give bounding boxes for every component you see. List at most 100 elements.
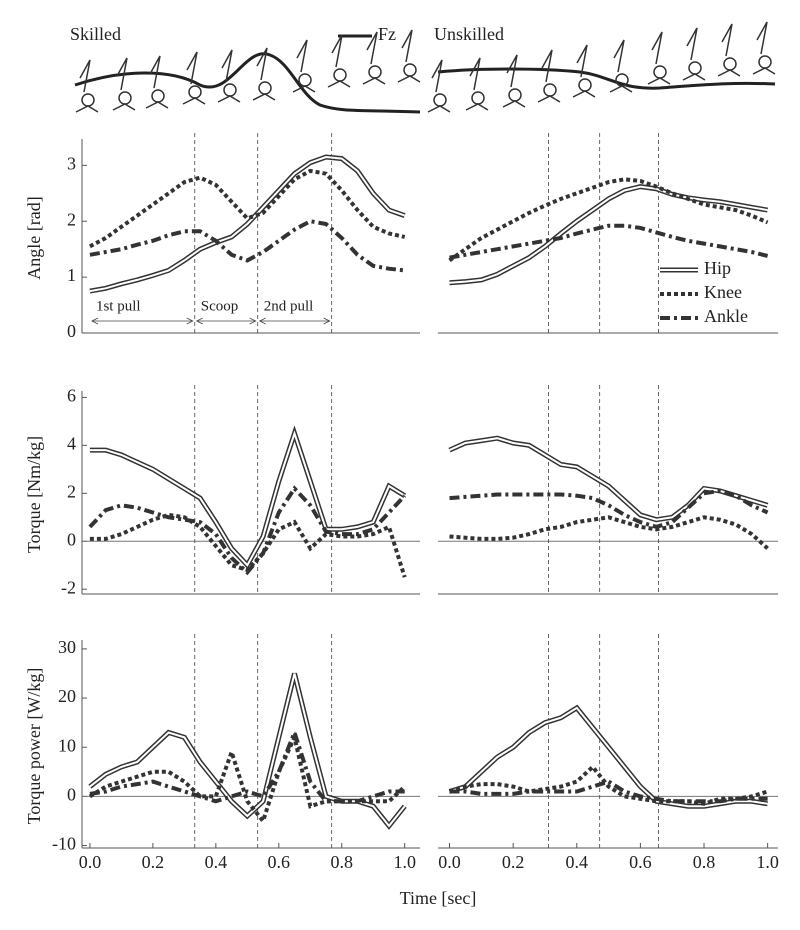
figure-head (508, 88, 522, 102)
figure-head (258, 81, 272, 95)
series-line (88, 485, 407, 576)
figure-head (471, 91, 485, 105)
y-tick-label: 2 (67, 481, 76, 501)
y-tick-label: 2 (67, 209, 76, 229)
y-tick-label: 6 (67, 386, 76, 406)
figure-head (298, 73, 312, 87)
figure-body (752, 21, 776, 75)
x-tick-label: 0.2 (502, 852, 525, 872)
figure-body (502, 54, 526, 108)
y-tick-label: 0 (67, 785, 76, 805)
figure-head (151, 89, 165, 103)
figure-body (572, 44, 596, 98)
figure-body (397, 29, 421, 83)
skilled-label: Skilled (70, 24, 121, 44)
fz-curve-skilled (74, 52, 421, 114)
figure-head (368, 65, 382, 79)
series-line-inner (449, 437, 768, 521)
y-tick-label: 4 (67, 433, 76, 453)
figure-body (75, 59, 99, 113)
figure-head (81, 93, 95, 107)
series-line-inner (89, 155, 406, 293)
figure-head (223, 83, 237, 97)
fz-curve-unskilled (437, 67, 776, 90)
figure-head (188, 85, 202, 99)
figure-head (723, 57, 737, 71)
x-tick-label: 0.8 (331, 852, 354, 872)
series-line (449, 488, 769, 529)
figure-body (217, 49, 241, 103)
legend-label: Hip (704, 258, 731, 278)
figure-body (717, 23, 741, 77)
series-line-inner (89, 430, 406, 567)
y-tick-label: 30 (58, 637, 76, 657)
figure-head (758, 55, 772, 69)
x-tick-label: 1.0 (756, 852, 779, 872)
x-tick-label: 0.0 (79, 852, 102, 872)
phase-arrowhead (258, 317, 331, 325)
series-line (89, 726, 405, 804)
y-tick-label: 20 (58, 686, 76, 706)
x-axis-label: Time [sec] (400, 888, 477, 908)
figure-body (362, 31, 386, 85)
x-tick-label: 0.0 (438, 852, 461, 872)
figure-body (112, 57, 136, 111)
figure-body (292, 39, 316, 93)
y-axis-label: Torque power [W/kg] (24, 668, 44, 825)
series-line-inner (449, 706, 768, 808)
figure-body (252, 47, 276, 101)
figure-body (145, 55, 169, 109)
phase-label: Scoop (201, 298, 239, 314)
y-tick-label: 3 (67, 153, 76, 173)
figure-body (327, 34, 351, 88)
series-line (89, 425, 407, 570)
x-tick-label: 0.4 (566, 852, 589, 872)
figure-body (182, 51, 206, 105)
figure-body (465, 57, 489, 111)
figure-head (118, 91, 132, 105)
y-tick-label: 0 (67, 529, 76, 549)
figure-head (578, 78, 592, 92)
series-line (88, 168, 406, 249)
series-line (448, 177, 769, 263)
series-line-inner (89, 673, 406, 828)
x-tick-label: 0.6 (268, 852, 291, 872)
stick-figures (75, 21, 776, 113)
figure-body (609, 39, 633, 93)
y-tick-label: 1 (67, 265, 76, 285)
y-tick-label: 0 (67, 321, 76, 341)
phase-arrowhead (91, 317, 194, 325)
figure-head (543, 83, 557, 97)
legend-label: Knee (704, 282, 742, 302)
figure-head (403, 63, 417, 77)
series-line (89, 512, 407, 578)
figure-head (653, 65, 667, 79)
x-tick-label: 0.6 (629, 852, 652, 872)
figure-head (433, 93, 447, 107)
x-tick-label: 0.4 (205, 852, 228, 872)
fz-legend-label: Fz (378, 24, 396, 44)
legend-label: Ankle (704, 306, 748, 326)
series-line (89, 219, 405, 273)
series-line (449, 223, 769, 260)
y-tick-label: 10 (58, 735, 76, 755)
y-axis-label: Torque [Nm/kg] (24, 436, 44, 553)
x-tick-label: 1.0 (393, 852, 416, 872)
figure-body (537, 49, 561, 103)
x-tick-label: 0.2 (142, 852, 165, 872)
figure-head (333, 68, 347, 82)
phase-arrowhead (195, 317, 257, 325)
phase-label: 1st pull (96, 298, 141, 314)
y-axis-label: Angle [rad] (24, 196, 44, 279)
series-line (448, 763, 769, 806)
unskilled-label: Unskilled (434, 24, 504, 44)
figure-body (427, 59, 451, 113)
figure-head (688, 61, 702, 75)
y-tick-label: -2 (61, 577, 76, 597)
series-line (449, 515, 769, 550)
x-tick-label: 0.8 (693, 852, 716, 872)
figure-body (682, 27, 706, 81)
phase-label: 2nd pull (264, 298, 314, 314)
series-line-inner (449, 185, 768, 284)
